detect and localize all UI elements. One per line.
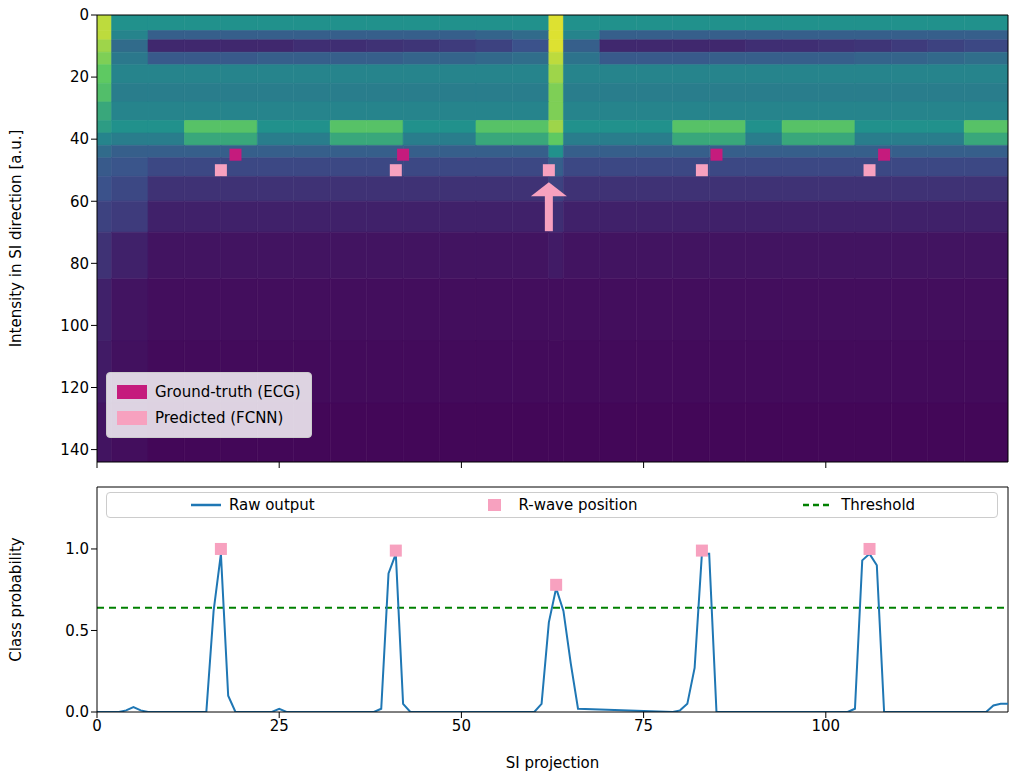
svg-text:0: 0 [92,717,102,735]
svg-text:50: 50 [452,717,471,735]
html-text:Raw output: Raw output [228,496,315,514]
svg-text:40: 40 [70,130,89,148]
svg-text:60: 60 [70,193,89,211]
html-text:Predicted (FCNN): Predicted (FCNN) [155,409,284,427]
html-text:R-wave position: R-wave position [518,496,638,514]
html-text:Threshold: Threshold [841,496,916,514]
svg-text:20: 20 [70,68,89,86]
svg-text:0: 0 [79,6,89,24]
svg-text:1.0: 1.0 [65,540,89,558]
svg-text:120: 120 [60,379,89,397]
svg-text:SI projection: SI projection [506,754,600,772]
svg-text:0.0: 0.0 [65,703,89,721]
svg-text:100: 100 [811,717,840,735]
svg-text:25: 25 [270,717,289,735]
svg-text:100: 100 [60,317,89,335]
svg-text:Class probability: Class probability [7,537,25,661]
svg-text:80: 80 [70,255,89,273]
html-text:Ground-truth (ECG): Ground-truth (ECG) [155,383,301,401]
svg-text:140: 140 [60,441,89,459]
svg-text:75: 75 [634,717,653,735]
svg-text:Intensity in SI direction [a.u: Intensity in SI direction [a.u.] [7,130,25,348]
svg-text:0.5: 0.5 [65,622,89,640]
